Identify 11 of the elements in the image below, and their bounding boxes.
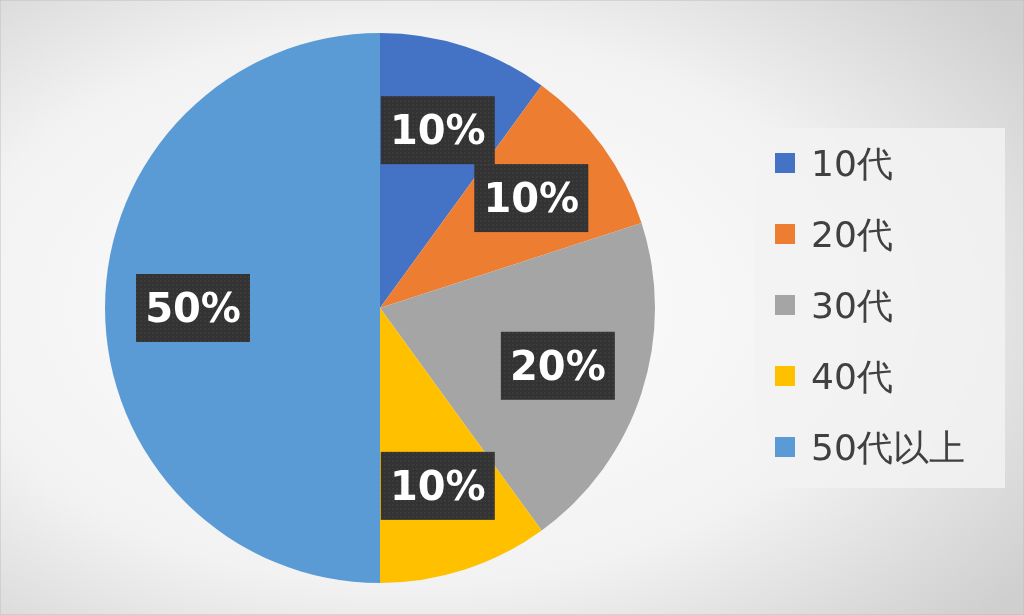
legend-label: 10代	[811, 142, 893, 184]
data-label: 10%	[389, 107, 486, 154]
data-label: 10%	[389, 462, 486, 509]
legend-label: 30代	[811, 284, 893, 326]
data-label: 10%	[483, 175, 580, 222]
legend-label: 50代以上	[811, 426, 965, 468]
pie-slice	[105, 33, 380, 583]
legend-label: 40代	[811, 355, 893, 397]
data-label: 50%	[145, 285, 241, 331]
legend-label: 20代	[811, 213, 893, 255]
data-label: 20%	[509, 342, 606, 389]
